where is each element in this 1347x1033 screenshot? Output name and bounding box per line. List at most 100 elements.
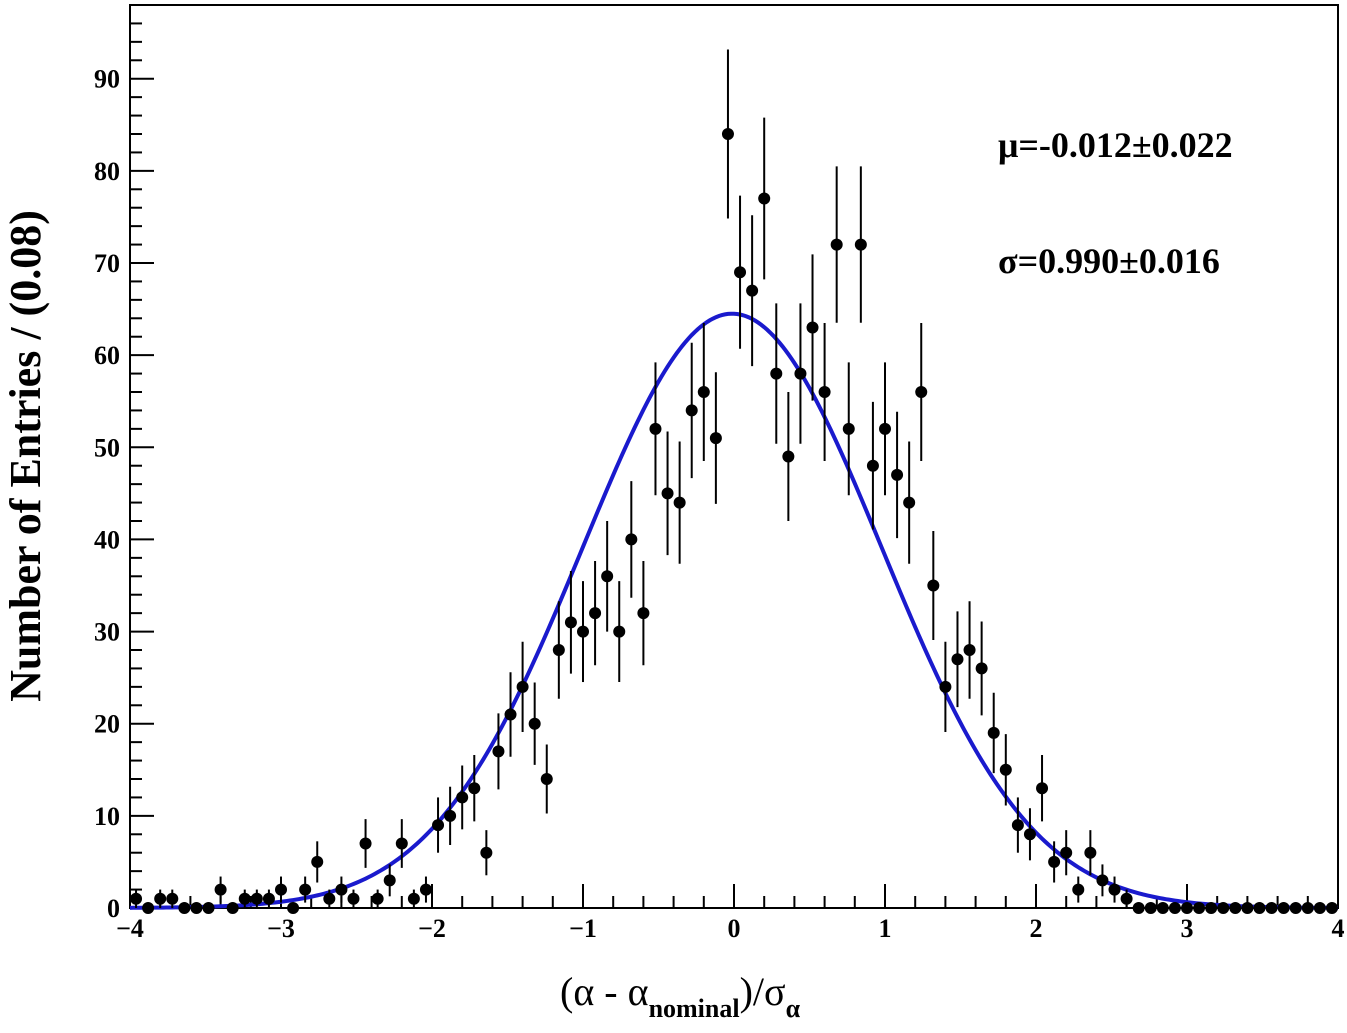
data-marker: [142, 902, 155, 914]
data-point: [782, 392, 795, 521]
data-point: [1325, 902, 1338, 914]
data-point: [939, 641, 952, 732]
x-axis-title-sub-alpha: α: [785, 994, 801, 1023]
x-tick-label: −2: [418, 914, 446, 943]
data-point: [1011, 797, 1024, 853]
data-point: [287, 902, 300, 914]
data-point: [1253, 902, 1266, 914]
data-point: [142, 902, 155, 914]
data-marker: [1084, 846, 1097, 859]
data-marker: [915, 386, 928, 398]
data-point: [130, 889, 143, 908]
data-point: [1108, 876, 1121, 903]
data-marker: [262, 892, 275, 905]
data-marker: [806, 321, 819, 334]
data-marker: [939, 680, 952, 693]
data-marker: [818, 386, 831, 398]
data-point: [963, 601, 976, 699]
data-point: [432, 797, 445, 853]
y-tick-label: 10: [94, 802, 120, 831]
data-point: [299, 876, 312, 903]
data-point: [1144, 902, 1157, 914]
data-point: [468, 754, 481, 822]
data-marker: [419, 883, 432, 896]
data-marker: [492, 745, 505, 758]
y-axis-title: Number of Entries / (0.08): [1, 210, 50, 702]
data-point: [347, 889, 360, 908]
data-marker: [685, 404, 698, 417]
data-point: [178, 902, 191, 914]
data-marker: [758, 192, 771, 205]
data-marker: [1277, 902, 1290, 914]
data-point: [794, 303, 807, 444]
data-marker: [166, 892, 179, 905]
data-point: [1156, 902, 1169, 914]
data-point: [975, 621, 988, 716]
data-marker: [383, 874, 396, 887]
data-marker: [1241, 902, 1254, 914]
data-marker: [504, 708, 517, 721]
data-marker: [1023, 828, 1036, 841]
data-marker: [250, 892, 263, 905]
data-marker: [1301, 902, 1314, 914]
data-point: [1289, 902, 1302, 914]
data-point: [903, 441, 916, 564]
data-marker: [528, 717, 541, 730]
data-marker: [649, 422, 662, 435]
data-point: [552, 601, 565, 699]
data-marker: [830, 238, 843, 251]
data-point: [528, 682, 541, 765]
data-marker: [238, 892, 251, 905]
data-marker: [1217, 902, 1230, 914]
y-tick-label: 90: [94, 65, 120, 94]
data-marker: [323, 892, 336, 905]
x-tick-label: 4: [1332, 914, 1345, 943]
data-marker: [1205, 902, 1218, 914]
data-marker: [1108, 883, 1121, 896]
x-axis-title-sub-nominal: nominal: [648, 994, 740, 1023]
data-marker: [552, 644, 565, 656]
data-point: [854, 166, 867, 323]
data-point: [927, 530, 940, 641]
data-marker: [468, 782, 481, 795]
data-point: [866, 401, 879, 530]
data-point: [262, 889, 275, 908]
data-marker: [347, 892, 360, 905]
data-point: [1205, 902, 1218, 914]
data-point: [166, 889, 179, 908]
data-point: [879, 362, 891, 496]
data-point: [1217, 902, 1230, 914]
data-marker: [540, 773, 553, 785]
data-marker: [202, 902, 215, 914]
data-marker: [1011, 819, 1024, 832]
data-point: [311, 841, 324, 883]
data-marker: [721, 128, 734, 140]
data-marker: [299, 883, 312, 896]
data-marker: [879, 422, 891, 435]
data-point: [1181, 902, 1193, 914]
data-point: [1023, 808, 1036, 861]
data-marker: [190, 902, 203, 914]
data-point: [1193, 902, 1206, 914]
sigma-annotation: σ=0.990±0.016: [998, 241, 1220, 281]
data-marker: [661, 487, 674, 500]
x-axis-title: (α - αnominal)/σα: [560, 968, 800, 1024]
data-point: [564, 571, 577, 674]
data-point: [625, 481, 638, 598]
y-tick-label: 60: [94, 341, 120, 370]
data-point: [637, 561, 650, 666]
data-point: [1277, 902, 1290, 914]
data-point: [226, 902, 239, 914]
data-marker: [637, 607, 650, 620]
data-marker: [407, 892, 420, 905]
data-point: [818, 323, 831, 461]
x-tick-label: −4: [116, 914, 144, 943]
data-point: [323, 889, 336, 908]
data-marker: [1072, 883, 1085, 896]
data-marker: [1048, 855, 1061, 868]
x-tick-label: 2: [1030, 914, 1043, 943]
data-marker: [311, 855, 324, 868]
data-point: [383, 864, 396, 897]
data-marker: [866, 459, 879, 472]
data-point: [1313, 902, 1326, 914]
